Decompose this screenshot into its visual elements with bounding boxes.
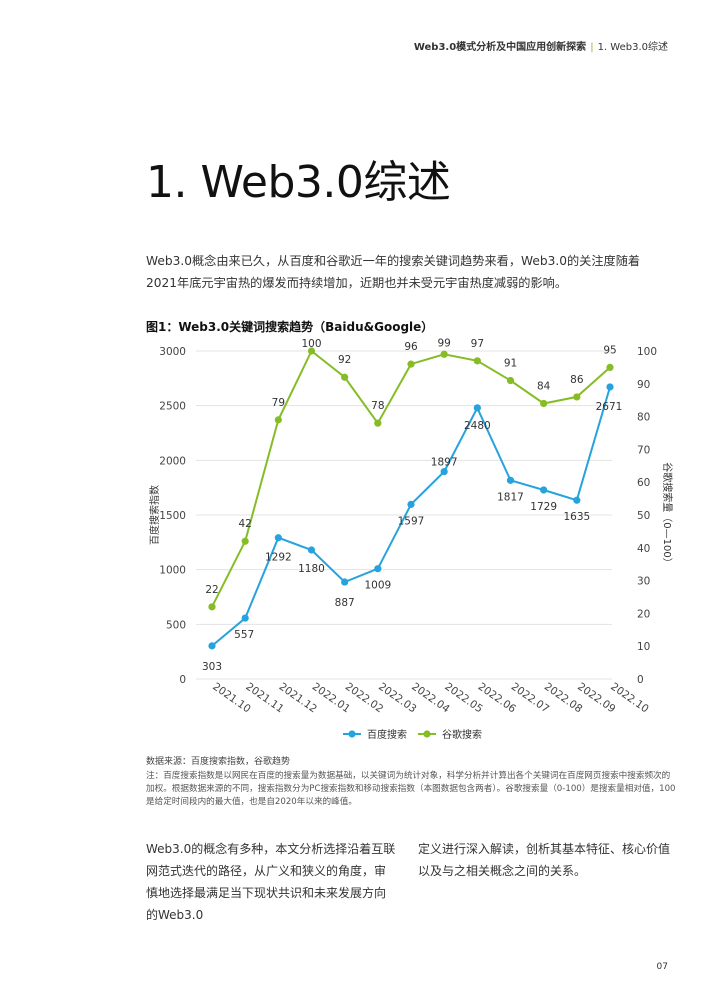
y-tick-label: 1500 bbox=[159, 510, 186, 522]
y-tick-label: 2000 bbox=[159, 455, 186, 467]
google-data-label: 42 bbox=[238, 518, 251, 530]
y-tick-label: 500 bbox=[166, 619, 186, 631]
report-title: Web3.0模式分析及中国应用创新探索 bbox=[413, 42, 587, 53]
baidu-data-label: 1180 bbox=[298, 563, 325, 575]
data-point bbox=[473, 404, 481, 412]
y2-tick-label: 10 bbox=[637, 641, 650, 653]
y2-tick-label: 40 bbox=[637, 543, 650, 555]
y2-tick-label: 90 bbox=[637, 379, 650, 391]
baidu-data-label: 887 bbox=[335, 597, 355, 609]
google-data-label: 95 bbox=[603, 344, 616, 356]
y2-tick-label: 20 bbox=[637, 608, 650, 620]
y2-axis-label: 谷歌搜索量（0—100） bbox=[661, 462, 674, 567]
google-data-label: 22 bbox=[205, 584, 218, 596]
data-point bbox=[506, 376, 515, 385]
google-data-label: 100 bbox=[301, 338, 321, 350]
data-point bbox=[573, 496, 581, 504]
page-title: 1. Web3.0综述 bbox=[146, 157, 451, 208]
data-point bbox=[374, 419, 382, 427]
legend-marker bbox=[423, 730, 431, 738]
google-data-label: 86 bbox=[570, 374, 584, 386]
data-point bbox=[241, 537, 249, 545]
google-data-label: 79 bbox=[272, 397, 285, 409]
baidu-data-label: 1597 bbox=[398, 515, 425, 527]
section-name: 1. Web3.0综述 bbox=[597, 42, 668, 53]
y2-tick-label: 80 bbox=[637, 412, 650, 424]
legend-label: 谷歌搜索 bbox=[442, 728, 482, 741]
baidu-data-label: 1817 bbox=[497, 491, 524, 503]
data-point bbox=[506, 476, 515, 484]
google-data-label: 99 bbox=[437, 337, 450, 349]
data-point bbox=[573, 393, 581, 401]
figure-title: 图1：Web3.0关键词搜索趋势（Baidu&Google） bbox=[146, 320, 434, 334]
baidu-data-label: 557 bbox=[234, 629, 254, 641]
y2-tick-label: 60 bbox=[637, 477, 650, 489]
data-point bbox=[440, 467, 448, 476]
body-paragraph-right: 定义进行深入解读，创析其基本特征、核心价值以及与之相关概念之间的关系。 bbox=[418, 842, 671, 878]
legend-label: 百度搜索 bbox=[367, 728, 407, 741]
data-point bbox=[473, 357, 481, 365]
google-data-label: 84 bbox=[537, 380, 551, 392]
baidu-data-label: 2480 bbox=[464, 420, 491, 432]
data-point bbox=[606, 383, 614, 391]
data-point bbox=[274, 416, 282, 424]
data-point bbox=[606, 363, 614, 371]
baidu-data-label: 1009 bbox=[364, 580, 391, 592]
data-point bbox=[307, 347, 316, 355]
data-point bbox=[341, 578, 349, 586]
y-tick-label: 0 bbox=[179, 674, 186, 686]
header-separator: | bbox=[590, 42, 594, 53]
baidu-data-label: 1292 bbox=[265, 552, 292, 564]
data-point bbox=[374, 565, 382, 573]
x-tick-label: 2022.10 bbox=[608, 681, 650, 716]
y-tick-label: 1000 bbox=[159, 565, 186, 577]
data-source: 数据来源：百度搜索指数，谷歌趋势 bbox=[146, 757, 291, 767]
data-point bbox=[540, 399, 548, 408]
intro-paragraph: Web3.0概念由来已久，从百度和谷歌近一年的搜索关键词趋势来看，Web3.0的… bbox=[146, 254, 641, 290]
data-point bbox=[307, 546, 316, 554]
data-point bbox=[208, 603, 216, 611]
google-data-label: 91 bbox=[504, 358, 517, 370]
y-tick-label: 2500 bbox=[159, 401, 186, 413]
body-paragraph-left: Web3.0的概念有多种，本文分析选择沿着互联网范式迭代的路径，从广义和狭义的角… bbox=[146, 842, 396, 922]
data-point bbox=[407, 360, 415, 368]
y2-tick-label: 30 bbox=[637, 576, 650, 588]
baidu-data-label: 2671 bbox=[596, 401, 623, 413]
google-data-label: 96 bbox=[404, 341, 418, 353]
y2-tick-label: 100 bbox=[637, 346, 657, 358]
google-data-label: 92 bbox=[338, 354, 351, 366]
page-number: 07 bbox=[656, 962, 668, 972]
baidu-data-label: 1729 bbox=[530, 501, 557, 513]
running-header: Web3.0模式分析及中国应用创新探索 | 1. Web3.0综述 bbox=[414, 38, 668, 53]
google-data-label: 97 bbox=[471, 338, 484, 350]
data-point bbox=[274, 534, 282, 542]
data-point bbox=[208, 642, 216, 650]
baidu-data-label: 303 bbox=[202, 661, 222, 673]
data-point bbox=[341, 373, 349, 381]
data-point bbox=[407, 500, 415, 508]
chart-note: 注：百度搜索指数是以网民在百度的搜索量为数据基础，以关键词为统计对象，科学分析并… bbox=[146, 771, 676, 807]
y2-tick-label: 50 bbox=[637, 510, 650, 522]
google-data-label: 78 bbox=[371, 400, 384, 412]
legend-marker bbox=[348, 730, 356, 738]
data-point bbox=[440, 350, 448, 358]
data-point bbox=[540, 486, 548, 494]
data-point bbox=[241, 614, 249, 622]
baidu-data-label: 1897 bbox=[431, 457, 458, 469]
baidu-data-label: 1635 bbox=[563, 511, 590, 523]
y-tick-label: 3000 bbox=[159, 346, 186, 358]
y-axis-label: 百度搜索指数 bbox=[148, 485, 161, 545]
y2-tick-label: 70 bbox=[637, 444, 650, 456]
y2-tick-label: 0 bbox=[637, 674, 644, 686]
